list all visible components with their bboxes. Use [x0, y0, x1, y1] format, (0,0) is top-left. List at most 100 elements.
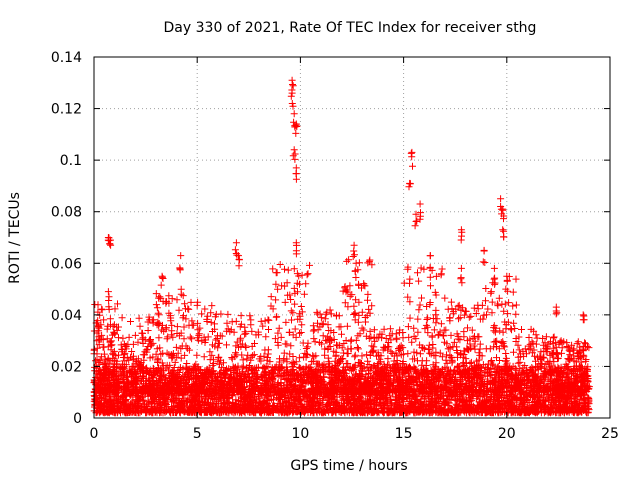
data-point — [270, 396, 277, 404]
data-point — [278, 406, 286, 414]
data-point — [408, 405, 416, 413]
data-point — [163, 335, 171, 343]
data-point — [143, 406, 151, 414]
data-point — [386, 401, 394, 409]
data-point — [122, 392, 130, 400]
data-point — [265, 397, 273, 405]
data-point — [193, 351, 201, 359]
data-point — [361, 409, 369, 417]
data-point — [206, 404, 214, 412]
data-point — [390, 372, 398, 380]
data-point — [516, 409, 524, 417]
data-point — [154, 309, 162, 317]
data-point — [117, 341, 125, 349]
data-point — [173, 296, 181, 304]
data-point — [265, 403, 273, 411]
data-point — [467, 407, 475, 415]
data-point — [538, 404, 546, 412]
data-point — [200, 399, 208, 406]
data-point — [546, 408, 553, 416]
data-point — [176, 407, 183, 415]
data-point — [208, 302, 216, 310]
data-point — [400, 395, 408, 403]
data-point — [237, 407, 245, 415]
data-point — [553, 407, 561, 415]
data-point — [176, 409, 184, 417]
data-point — [156, 293, 164, 301]
data-point — [241, 403, 249, 411]
data-point — [188, 335, 196, 343]
data-point — [277, 373, 285, 381]
data-point — [343, 399, 351, 407]
data-point — [119, 334, 127, 342]
data-point — [139, 396, 147, 404]
data-point — [183, 402, 191, 410]
data-point — [473, 402, 481, 410]
data-point — [251, 409, 259, 417]
data-point — [120, 365, 128, 373]
data-point — [478, 408, 486, 416]
data-point — [110, 397, 118, 404]
data-point — [540, 397, 548, 405]
data-point — [513, 399, 521, 407]
data-point — [486, 407, 494, 415]
data-point — [570, 395, 578, 403]
data-point — [380, 400, 388, 407]
data-point — [140, 402, 148, 410]
data-point — [436, 408, 444, 415]
data-point — [492, 397, 500, 404]
data-point — [241, 342, 249, 350]
data-point — [565, 366, 573, 373]
data-point — [177, 290, 185, 298]
data-point — [246, 312, 254, 320]
data-point — [111, 408, 118, 416]
data-point — [525, 409, 533, 416]
data-point — [265, 326, 272, 333]
data-point — [571, 394, 579, 402]
data-point — [168, 398, 176, 406]
data-point — [191, 398, 199, 406]
data-point — [118, 314, 126, 322]
data-point — [162, 401, 170, 408]
data-point — [162, 394, 170, 402]
data-point — [125, 401, 133, 409]
data-point — [364, 404, 372, 411]
data-point — [431, 399, 439, 407]
data-point — [404, 394, 412, 402]
data-point — [330, 404, 338, 412]
data-point — [403, 404, 411, 412]
data-point — [345, 409, 353, 417]
data-point — [480, 398, 488, 406]
data-point — [441, 401, 449, 408]
data-point — [122, 396, 130, 403]
data-point — [206, 348, 214, 356]
data-point — [179, 292, 187, 300]
data-point — [207, 318, 215, 326]
data-point — [503, 378, 511, 386]
data-point — [192, 406, 200, 414]
data-point — [235, 398, 242, 406]
data-point — [198, 310, 206, 318]
data-point — [100, 407, 108, 414]
data-point — [153, 304, 161, 312]
data-point — [417, 397, 425, 405]
data-point — [132, 397, 140, 405]
data-point — [135, 314, 143, 322]
data-point — [173, 323, 181, 331]
data-point — [491, 400, 499, 408]
data-point — [431, 400, 439, 408]
data-point — [454, 395, 462, 403]
data-point — [180, 323, 188, 331]
data-point — [370, 396, 378, 404]
chart-title: Day 330 of 2021, Rate Of TEC Index for r… — [164, 20, 537, 36]
data-point — [136, 322, 144, 330]
data-point — [126, 408, 134, 416]
data-point — [95, 402, 102, 409]
data-point — [509, 406, 517, 414]
data-point — [544, 409, 552, 417]
data-point — [183, 376, 191, 384]
data-point — [391, 407, 399, 415]
data-point — [319, 404, 327, 412]
data-point — [562, 395, 570, 403]
